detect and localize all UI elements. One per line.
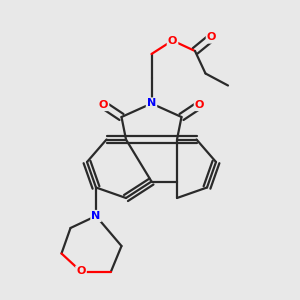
Text: O: O bbox=[76, 266, 86, 277]
Text: O: O bbox=[195, 100, 204, 110]
Text: N: N bbox=[92, 211, 100, 221]
Text: N: N bbox=[147, 98, 156, 109]
Text: O: O bbox=[207, 32, 216, 43]
Text: O: O bbox=[99, 100, 108, 110]
Text: O: O bbox=[168, 35, 177, 46]
